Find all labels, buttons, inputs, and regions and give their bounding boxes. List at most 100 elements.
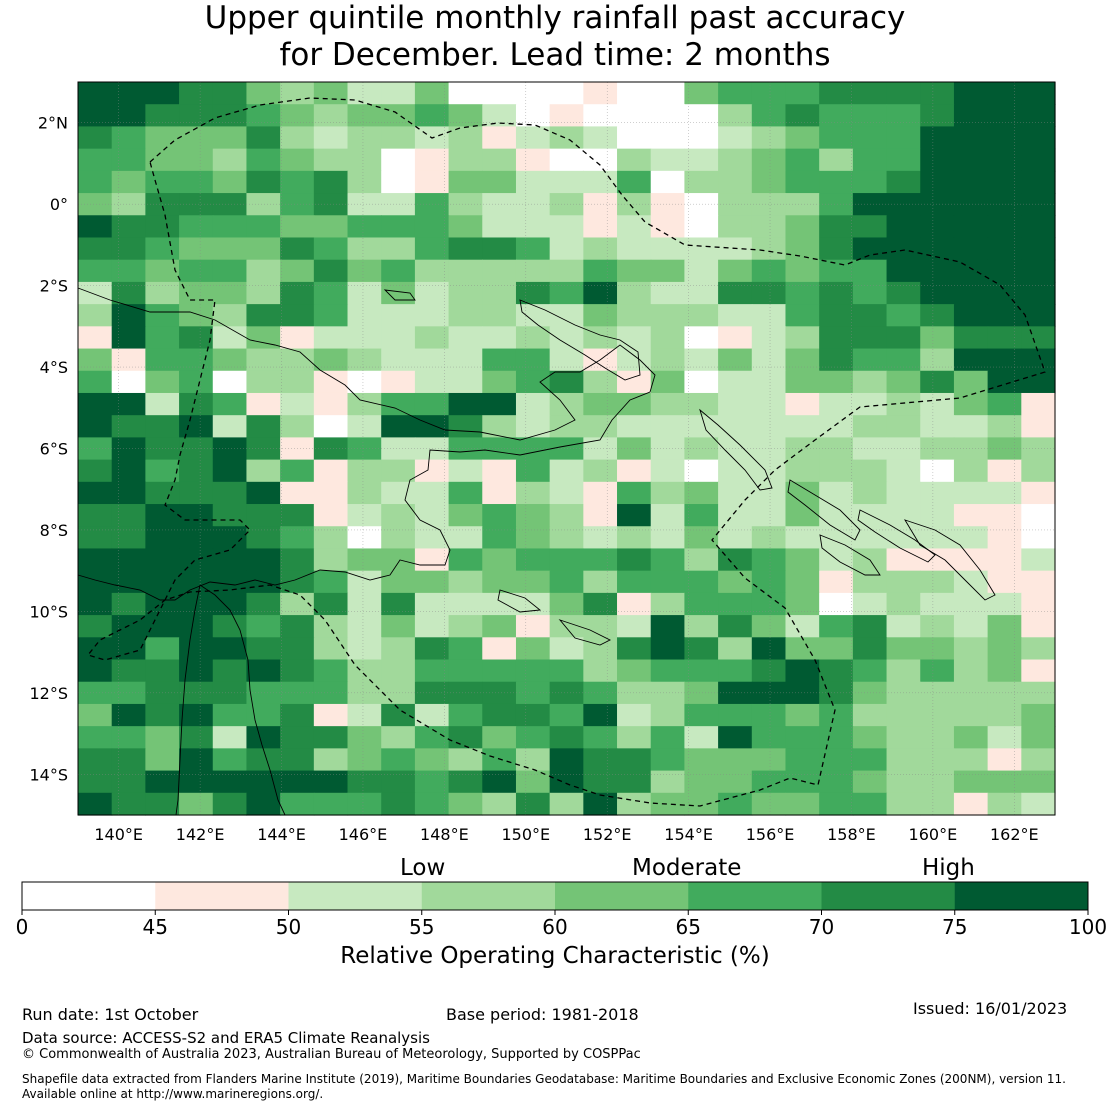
grid-cell xyxy=(987,304,1022,327)
grid-cell xyxy=(718,592,753,616)
grid-cell xyxy=(347,193,382,216)
grid-cell xyxy=(145,481,180,505)
grid-cell xyxy=(549,170,584,194)
grid-cell xyxy=(280,392,315,416)
grid-cell xyxy=(448,481,483,505)
grid-cell xyxy=(987,481,1022,505)
grid-cell xyxy=(718,370,753,394)
grid-cell xyxy=(819,281,854,305)
grid-cell xyxy=(179,193,214,216)
grid-cell xyxy=(347,592,382,616)
grid-cell xyxy=(347,348,382,372)
grid-cell xyxy=(852,659,888,683)
grid-cell xyxy=(482,215,517,239)
grid-cell xyxy=(650,637,686,661)
grid-cell xyxy=(482,326,517,350)
grid-cell xyxy=(145,170,180,194)
grid-cell xyxy=(515,548,551,572)
grid-cell xyxy=(549,615,584,638)
grid-cell xyxy=(819,148,854,172)
grid-cell xyxy=(145,792,180,816)
grid-cell xyxy=(886,237,921,261)
grid-cell xyxy=(650,459,686,483)
grid-cell xyxy=(179,82,214,105)
grid-cell xyxy=(313,170,349,194)
grid-cell xyxy=(751,481,787,505)
grid-cell xyxy=(381,481,416,505)
grid-cell xyxy=(482,726,517,749)
grid-cell xyxy=(78,82,113,105)
grid-cell xyxy=(751,637,787,661)
grid-cell xyxy=(179,215,214,239)
grid-cell xyxy=(414,748,450,772)
grid-cell xyxy=(684,237,719,261)
grid-cell xyxy=(886,659,921,683)
grid-cell xyxy=(684,459,719,483)
new-guinea-coastline xyxy=(77,287,656,601)
grid-cell xyxy=(583,681,618,705)
grid-cell xyxy=(515,748,551,772)
grid-cell xyxy=(987,570,1022,594)
colorbar-segments xyxy=(21,881,1089,911)
grid-cell xyxy=(515,437,551,461)
grid-cell xyxy=(852,570,888,594)
grid-cell xyxy=(953,681,989,705)
grid-cell xyxy=(111,770,146,794)
grid-cell xyxy=(617,570,652,594)
grid-cell xyxy=(448,726,483,749)
grid-cell xyxy=(549,504,584,527)
grid-cell xyxy=(751,437,787,461)
grid-cell xyxy=(1021,193,1056,216)
grid-cell xyxy=(1021,126,1056,150)
grid-cell xyxy=(280,259,315,283)
grid-cell xyxy=(617,526,652,550)
grid-cell xyxy=(212,703,248,727)
grid-cell xyxy=(212,770,248,794)
grid-cell xyxy=(718,437,753,461)
grid-cell xyxy=(852,82,888,105)
colorbar-tick-label: 50 xyxy=(276,915,301,939)
grid-cell xyxy=(852,637,888,661)
grid-cell xyxy=(515,726,551,749)
grid-cell xyxy=(448,415,483,438)
lon-tick-label: 152°E xyxy=(583,825,632,844)
grid-cell xyxy=(751,193,787,216)
grid-cell xyxy=(347,437,382,461)
grid-cell xyxy=(987,370,1022,394)
grid-cell xyxy=(549,392,584,416)
grid-cell xyxy=(852,792,888,816)
grid-cell xyxy=(179,237,214,261)
grid-cell xyxy=(381,104,416,128)
grid-cell xyxy=(886,615,921,638)
grid-cell xyxy=(280,281,315,305)
cape-york-coastline xyxy=(175,584,286,816)
grid-cell xyxy=(684,281,719,305)
grid-cell xyxy=(920,392,955,416)
grid-cell xyxy=(414,348,450,372)
grid-cell xyxy=(246,170,281,194)
grid-cell xyxy=(650,570,686,594)
grid-cell xyxy=(414,415,450,438)
grid-cell xyxy=(246,237,281,261)
grid-cell xyxy=(650,548,686,572)
grid-cell xyxy=(280,215,315,239)
grid-cell xyxy=(650,726,686,749)
grid-cell xyxy=(549,726,584,749)
grid-cell xyxy=(246,459,281,483)
grid-cell xyxy=(852,703,888,727)
grid-cell xyxy=(751,370,787,394)
grid-cell xyxy=(583,281,618,305)
grid-cell xyxy=(414,215,450,239)
grid-cell xyxy=(313,437,349,461)
grid-cell xyxy=(751,615,787,638)
grid-cell xyxy=(920,592,955,616)
grid-cell xyxy=(718,415,753,438)
grid-cell xyxy=(381,148,416,172)
grid-cell xyxy=(819,570,854,594)
grid-cell xyxy=(179,459,214,483)
grid-cell xyxy=(179,348,214,372)
grid-cell xyxy=(313,126,349,150)
grid-cell xyxy=(886,437,921,461)
grid-cell xyxy=(718,681,753,705)
grid-cell xyxy=(819,726,854,749)
